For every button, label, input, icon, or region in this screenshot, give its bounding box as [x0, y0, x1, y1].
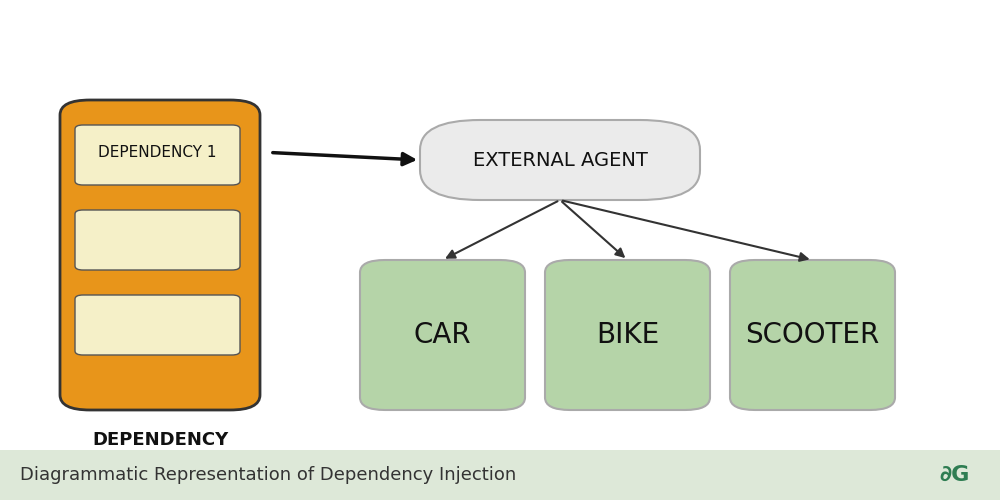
FancyBboxPatch shape	[75, 295, 240, 355]
FancyBboxPatch shape	[75, 125, 240, 185]
Text: EXTERNAL AGENT: EXTERNAL AGENT	[473, 150, 647, 170]
Text: DEPENDENCY 1: DEPENDENCY 1	[98, 145, 217, 160]
FancyBboxPatch shape	[360, 260, 525, 410]
Text: SCOOTER: SCOOTER	[745, 321, 880, 349]
Text: DEPENDENCY: DEPENDENCY	[92, 431, 228, 449]
FancyBboxPatch shape	[420, 120, 700, 200]
Text: CAR: CAR	[414, 321, 471, 349]
Text: Diagrammatic Representation of Dependency Injection: Diagrammatic Representation of Dependenc…	[20, 466, 516, 484]
FancyBboxPatch shape	[60, 100, 260, 410]
Text: ∂G: ∂G	[940, 465, 970, 485]
Text: BIKE: BIKE	[596, 321, 659, 349]
FancyBboxPatch shape	[730, 260, 895, 410]
FancyBboxPatch shape	[545, 260, 710, 410]
FancyBboxPatch shape	[0, 450, 1000, 500]
FancyBboxPatch shape	[75, 210, 240, 270]
